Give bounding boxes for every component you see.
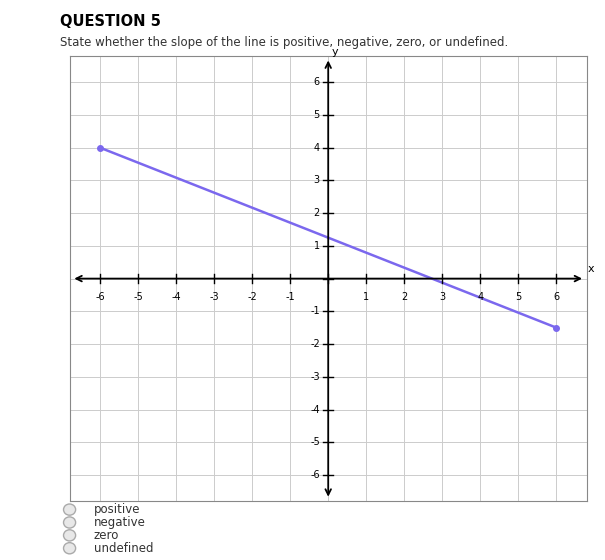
Text: -6: -6 [310, 470, 320, 480]
Text: zero: zero [94, 529, 119, 542]
Text: negative: negative [94, 516, 146, 529]
Text: -3: -3 [310, 372, 320, 382]
Text: 5: 5 [313, 110, 320, 120]
Text: 1: 1 [363, 292, 369, 302]
Text: 1: 1 [314, 241, 320, 251]
Text: 2: 2 [401, 292, 407, 302]
Text: 3: 3 [439, 292, 445, 302]
Text: -5: -5 [133, 292, 143, 302]
Text: 4: 4 [314, 143, 320, 153]
Text: -3: -3 [209, 292, 219, 302]
Text: QUESTION 5: QUESTION 5 [60, 14, 162, 29]
Text: -1: -1 [286, 292, 295, 302]
Text: -6: -6 [95, 292, 105, 302]
Text: 5: 5 [515, 292, 522, 302]
Text: 2: 2 [313, 208, 320, 218]
Text: 3: 3 [314, 175, 320, 185]
Text: x: x [587, 264, 594, 274]
Text: undefined: undefined [94, 542, 153, 555]
Text: -5: -5 [310, 437, 320, 447]
Text: 4: 4 [477, 292, 483, 302]
Text: -4: -4 [310, 404, 320, 414]
Text: 6: 6 [554, 292, 560, 302]
Text: -2: -2 [247, 292, 257, 302]
Text: -4: -4 [171, 292, 181, 302]
Text: -1: -1 [310, 306, 320, 316]
Text: State whether the slope of the line is positive, negative, zero, or undefined.: State whether the slope of the line is p… [60, 36, 509, 49]
Text: y: y [332, 46, 338, 57]
Text: positive: positive [94, 503, 140, 516]
Text: -2: -2 [310, 339, 320, 349]
Text: 6: 6 [314, 77, 320, 87]
